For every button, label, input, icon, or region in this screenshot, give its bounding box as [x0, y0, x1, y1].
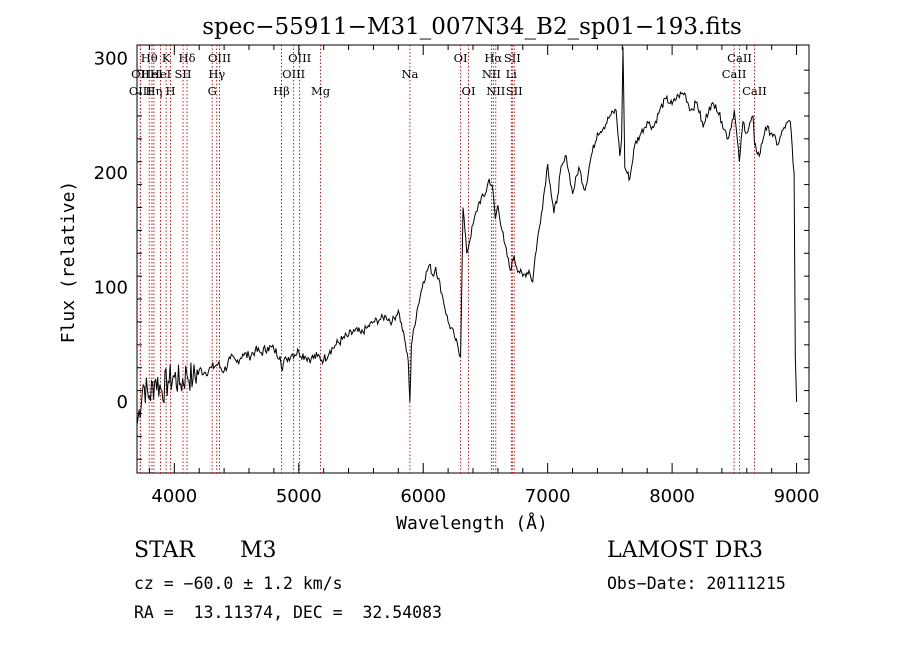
plot-frame — [136, 44, 810, 474]
survey-name: LAMOST DR3 — [607, 538, 763, 563]
line-label: SII — [504, 51, 521, 65]
line-label: HeI — [150, 67, 171, 81]
spectrum-line — [136, 47, 798, 425]
obs-date: Obs−Date: 20111215 — [607, 574, 786, 593]
line-label: HeI — [141, 67, 162, 81]
line-label: OIII — [288, 51, 311, 65]
x-tick-label: 4000 — [151, 486, 197, 507]
line-label: Hη — [145, 84, 162, 98]
subclass: M3 — [240, 538, 277, 563]
x-tick-label: 9000 — [774, 486, 820, 507]
x-tick-label: 5000 — [276, 486, 322, 507]
line-label: Hθ — [141, 51, 158, 65]
line-label: Hβ — [273, 84, 290, 98]
line-label: Na — [401, 67, 418, 81]
x-axis: 4000 5000 6000 7000 8000 9000 — [148, 45, 820, 507]
x-tick-label: 6000 — [400, 486, 446, 507]
line-label: OIII — [282, 67, 305, 81]
y-axis-label: Flux (relative) — [58, 181, 79, 344]
line-label: G — [208, 84, 217, 98]
redshift-value: cz = −60.0 ± 1.2 km/s — [134, 574, 343, 593]
line-label: SII — [506, 84, 523, 98]
x-tick-label: 8000 — [649, 486, 695, 507]
emission-lines — [139, 45, 755, 473]
line-label: Hγ — [208, 67, 225, 81]
y-tick-label: 100 — [94, 278, 128, 299]
y-tick-label: 200 — [94, 163, 128, 184]
y-tick-label: 0 — [117, 392, 128, 413]
line-label: OII — [131, 67, 150, 81]
line-label: H — [165, 84, 175, 98]
x-axis-label: Wavelength (Å) — [396, 512, 548, 534]
line-label: Mg — [311, 84, 331, 98]
line-label: NII — [486, 84, 505, 98]
coordinates: RA = 13.11374, DEC = 32.54083 — [134, 603, 442, 622]
line-label: OI — [462, 84, 476, 98]
line-label: OIII — [208, 51, 231, 65]
chart-title: spec−55911−M31_007N34_B2_sp01−193.fits — [202, 14, 742, 40]
line-label: OIII — [129, 84, 152, 98]
line-label: NII — [482, 67, 501, 81]
x-tick-label: 7000 — [525, 486, 571, 507]
object-class: STAR — [134, 538, 195, 563]
line-label: Li — [506, 67, 518, 81]
line-label: CaII — [742, 84, 767, 98]
y-tick-label: 300 — [94, 49, 128, 70]
line-label: SII — [175, 67, 192, 81]
line-label: Hδ — [179, 51, 196, 65]
line-label: OI — [454, 51, 468, 65]
line-label: Hα — [484, 51, 502, 65]
y-axis: 0 100 200 300 — [94, 49, 809, 460]
line-label: CaII — [727, 51, 752, 65]
line-label: CaII — [722, 67, 747, 81]
line-label: K — [162, 51, 171, 65]
